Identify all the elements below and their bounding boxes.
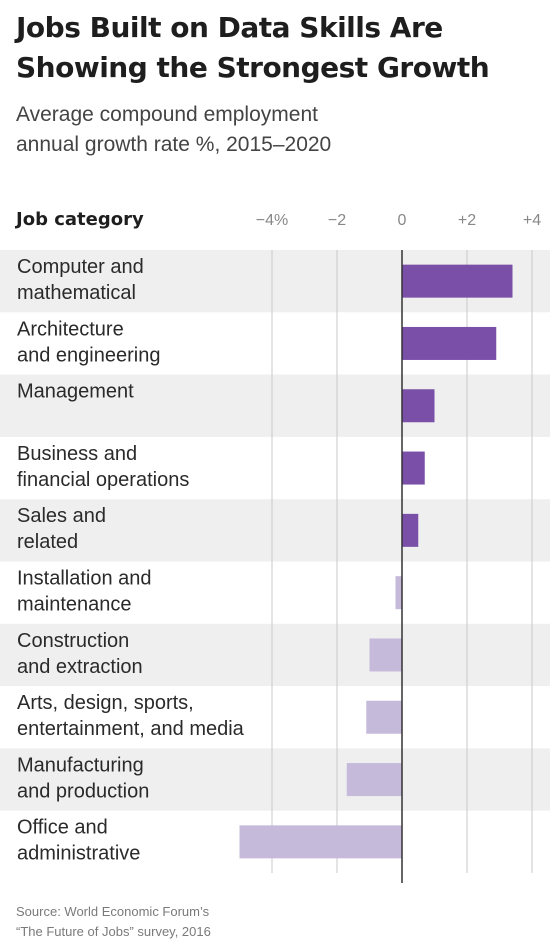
category-label: Installation and (17, 568, 152, 590)
bar (402, 389, 435, 423)
row-band (0, 748, 550, 811)
row-band (0, 374, 550, 437)
chart-subtitle-line: annual growth rate %, 2015–2020 (16, 133, 332, 156)
category-label: and extraction (17, 656, 143, 678)
bar (402, 513, 419, 547)
tick-label: 0 (398, 212, 407, 229)
chart-subtitle-line: Average compound employment (16, 103, 318, 126)
bar (402, 264, 513, 298)
category-label: Manufacturing (17, 754, 144, 776)
source-note: Source: World Economic Forum’s “The Futu… (16, 902, 416, 942)
category-label: Business and (17, 443, 137, 465)
bar (366, 700, 402, 734)
category-label: related (17, 531, 78, 553)
bar (239, 825, 402, 859)
tick-label: +4 (523, 212, 541, 229)
category-label: financial operations (17, 469, 189, 491)
tick-label: +2 (458, 212, 476, 229)
source-line: Source: World Economic Forum’s (16, 904, 210, 919)
column-header: Job category (14, 209, 144, 230)
category-label: Architecture (17, 318, 124, 340)
category-label: Computer and (17, 256, 144, 278)
bar (402, 326, 497, 360)
bar (369, 638, 402, 672)
chart-title-line: Jobs Built on Data Skills Are (16, 11, 443, 44)
category-label: Office and (17, 817, 108, 839)
bar-chart: Job category −4% −2 0 +2 +4 Computer and mathem… (0, 209, 550, 883)
category-label: mathematical (17, 282, 136, 304)
category-label: entertainment, and media (17, 718, 245, 740)
chart-subtitle: Average compound employment annual growt… (16, 100, 516, 160)
category-label: Management (17, 381, 134, 403)
category-label: administrative (17, 843, 140, 865)
source-line: “The Future of Jobs” survey, 2016 (16, 924, 211, 939)
chart-title: Jobs Built on Data Skills Are Showing th… (16, 8, 541, 88)
category-label: and production (17, 780, 149, 802)
chart-title-line: Showing the Strongest Growth (16, 51, 490, 84)
row-band (0, 623, 550, 687)
bar (395, 576, 402, 610)
tick-label: −2 (328, 212, 346, 229)
category-label: maintenance (17, 594, 132, 616)
tick-label: −4% (256, 212, 288, 229)
category-label: Construction (17, 630, 129, 652)
bar (402, 451, 425, 485)
category-label: Arts, design, sports, (17, 692, 194, 714)
category-label: Sales and (17, 505, 106, 527)
bar (346, 763, 402, 797)
category-label: and engineering (17, 344, 160, 366)
row-band (0, 499, 550, 562)
